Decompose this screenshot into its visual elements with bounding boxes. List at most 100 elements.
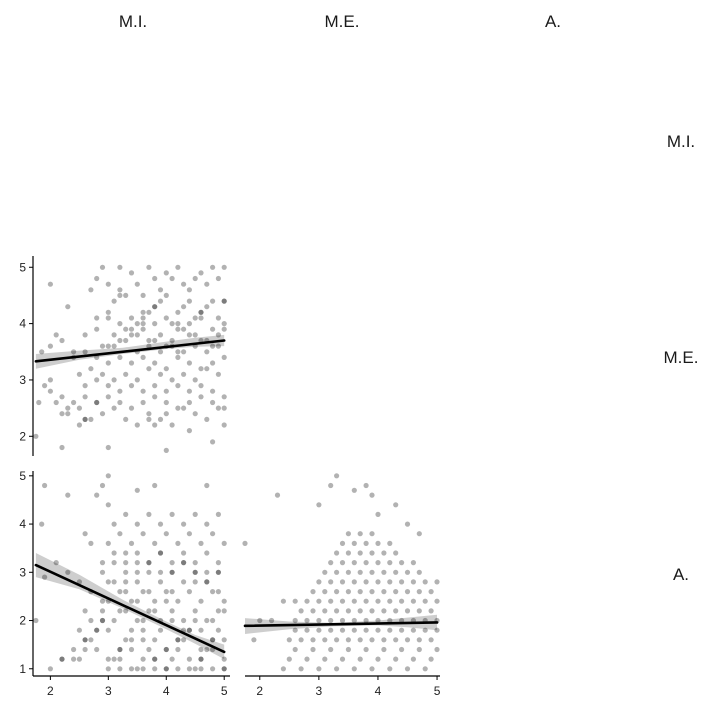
data-point	[257, 617, 263, 624]
data-point	[59, 394, 65, 400]
data-point	[181, 579, 187, 585]
data-point	[204, 521, 210, 527]
y-tick-label: 3	[19, 373, 26, 387]
data-point	[82, 394, 88, 400]
data-point	[381, 646, 387, 653]
data-point	[192, 666, 198, 672]
data-point	[221, 321, 227, 327]
data-point	[59, 337, 65, 344]
data-point	[82, 383, 88, 389]
data-point	[339, 617, 346, 624]
data-point	[76, 405, 82, 411]
data-point	[146, 366, 152, 372]
data-point	[175, 309, 181, 315]
data-point	[181, 521, 187, 527]
data-point	[117, 608, 123, 614]
data-point	[163, 270, 169, 276]
data-point	[345, 589, 351, 595]
data-point	[192, 579, 198, 585]
data-point	[334, 550, 340, 556]
data-point	[363, 646, 369, 653]
data-point	[157, 298, 164, 304]
data-point	[357, 608, 363, 614]
data-point	[105, 394, 111, 400]
data-point	[128, 332, 135, 338]
data-point	[105, 540, 111, 547]
data-point	[221, 326, 227, 332]
data-point	[387, 666, 393, 672]
data-point	[192, 275, 198, 282]
data-point	[134, 332, 140, 338]
data-point	[105, 627, 111, 633]
data-point	[328, 560, 334, 566]
data-point	[186, 399, 192, 406]
data-point	[163, 388, 169, 394]
data-point	[369, 589, 375, 595]
data-point	[345, 637, 351, 643]
data-point	[316, 627, 322, 633]
data-point	[88, 617, 94, 624]
data-point	[351, 598, 357, 604]
data-point	[316, 598, 322, 604]
data-point	[387, 598, 393, 604]
data-point	[117, 337, 123, 344]
data-point	[215, 511, 221, 517]
data-point	[316, 666, 322, 672]
data-point	[99, 617, 106, 624]
data-point	[334, 608, 340, 614]
data-point	[210, 298, 216, 304]
data-point	[117, 354, 123, 360]
data-point	[181, 405, 187, 411]
data-point	[204, 646, 210, 653]
data-point	[204, 416, 210, 422]
data-point	[105, 315, 111, 321]
data-point	[399, 627, 405, 633]
data-point	[345, 569, 351, 575]
data-point	[198, 656, 204, 662]
data-point	[186, 332, 192, 338]
data-point	[339, 540, 346, 547]
data-point	[381, 550, 387, 556]
confidence-ribbon	[35, 553, 225, 660]
data-point	[88, 287, 94, 293]
data-point	[157, 416, 164, 422]
data-point	[111, 405, 117, 411]
x-tick-label: 3	[316, 684, 323, 698]
data-point	[210, 388, 216, 394]
data-point	[71, 656, 77, 662]
data-point	[175, 637, 181, 643]
data-point	[169, 377, 175, 383]
data-point	[128, 666, 135, 672]
data-point	[134, 560, 140, 566]
data-point	[175, 354, 181, 360]
data-point	[47, 377, 54, 383]
data-point	[140, 637, 146, 643]
data-point	[111, 298, 117, 304]
data-point	[128, 315, 135, 321]
data-point	[404, 589, 411, 595]
data-point	[404, 608, 411, 614]
data-point	[298, 666, 304, 672]
data-point	[117, 388, 123, 394]
data-point	[328, 482, 334, 489]
y-tick-label: 2	[19, 614, 26, 628]
data-point	[351, 540, 357, 547]
data-point	[375, 511, 381, 517]
data-point	[140, 292, 146, 298]
data-point	[140, 399, 146, 406]
data-point	[215, 315, 221, 321]
data-point	[117, 589, 123, 595]
data-point	[128, 637, 135, 643]
data-point	[363, 482, 369, 489]
data-point	[128, 326, 135, 332]
data-point	[76, 422, 82, 428]
data-point	[111, 521, 117, 527]
data-point	[434, 598, 440, 604]
data-point	[181, 349, 187, 355]
data-point	[404, 637, 411, 643]
data-point	[175, 264, 181, 270]
data-point	[198, 309, 204, 315]
data-point	[134, 521, 140, 527]
data-point	[47, 281, 54, 287]
